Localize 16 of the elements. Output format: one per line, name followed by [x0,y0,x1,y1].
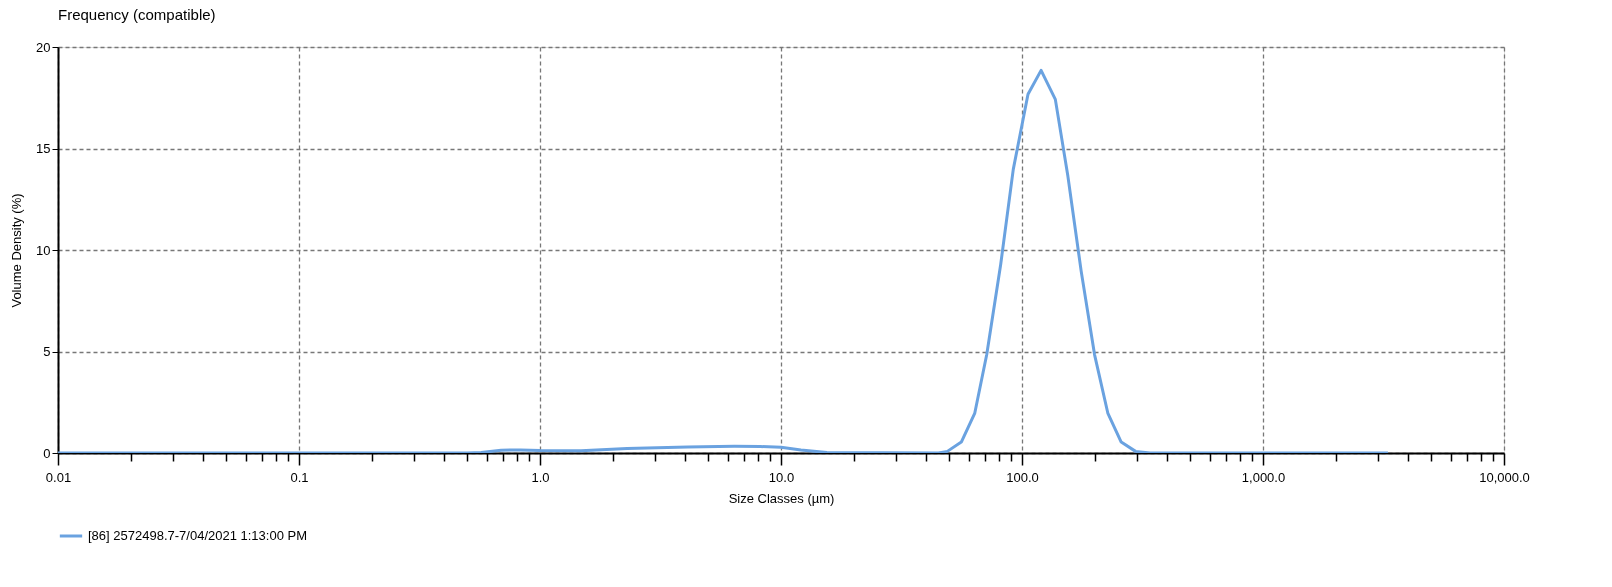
y-tick-label: 20 [36,39,51,55]
legend-label: [86] 2572498.7-7/04/2021 1:13:00 PM [88,528,308,543]
x-tick-label: 10,000.0 [1479,469,1530,485]
x-tick-label: 0.01 [45,469,72,485]
x-axis-title: Size Classes (µm) [728,490,835,506]
x-tick-label: 100.0 [1006,469,1039,485]
y-tick-label: 5 [43,344,51,359]
y-axis-title: Volume Density (%) [9,193,25,308]
x-tick-label: 10.0 [768,469,795,485]
x-tick-label: 1.0 [531,469,550,485]
x-tick-label: 1,000.0 [1241,469,1286,485]
x-tick-label: 0.1 [290,469,309,485]
y-tick-label: 10 [36,242,51,258]
y-tick-label: 0 [43,445,51,461]
y-tick-label: 15 [36,141,51,156]
chart-title: Frequency (compatible) [58,6,216,23]
